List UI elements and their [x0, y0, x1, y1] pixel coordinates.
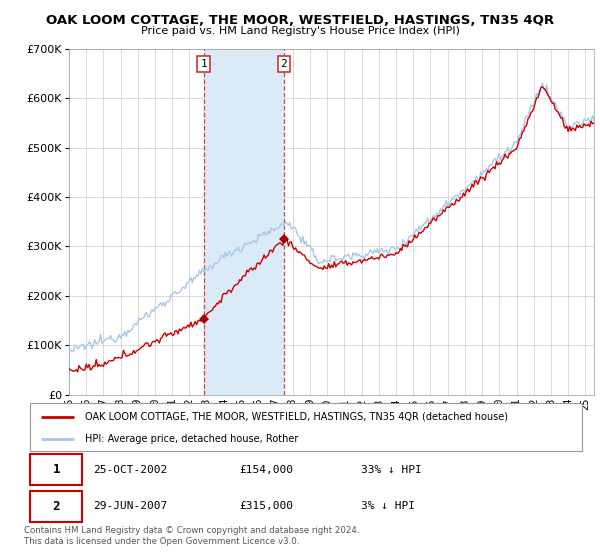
Text: 3% ↓ HPI: 3% ↓ HPI: [361, 501, 415, 511]
FancyBboxPatch shape: [30, 454, 82, 485]
Text: 29-JUN-2007: 29-JUN-2007: [94, 501, 168, 511]
Text: 2: 2: [53, 500, 60, 512]
FancyBboxPatch shape: [30, 491, 82, 521]
Text: OAK LOOM COTTAGE, THE MOOR, WESTFIELD, HASTINGS, TN35 4QR: OAK LOOM COTTAGE, THE MOOR, WESTFIELD, H…: [46, 14, 554, 27]
Bar: [203, 49, 284, 395]
Text: OAK LOOM COTTAGE, THE MOOR, WESTFIELD, HASTINGS, TN35 4QR (detached house): OAK LOOM COTTAGE, THE MOOR, WESTFIELD, H…: [85, 412, 508, 422]
Text: 33% ↓ HPI: 33% ↓ HPI: [361, 465, 422, 475]
Text: 2: 2: [281, 59, 287, 69]
Text: Price paid vs. HM Land Registry's House Price Index (HPI): Price paid vs. HM Land Registry's House …: [140, 26, 460, 36]
Text: 1: 1: [53, 463, 60, 476]
Text: 1: 1: [200, 59, 207, 69]
Text: Contains HM Land Registry data © Crown copyright and database right 2024.
This d: Contains HM Land Registry data © Crown c…: [24, 526, 359, 546]
Text: 25-OCT-2002: 25-OCT-2002: [94, 465, 168, 475]
FancyBboxPatch shape: [30, 403, 582, 451]
Text: £154,000: £154,000: [240, 465, 294, 475]
Text: HPI: Average price, detached house, Rother: HPI: Average price, detached house, Roth…: [85, 434, 299, 444]
Text: £315,000: £315,000: [240, 501, 294, 511]
